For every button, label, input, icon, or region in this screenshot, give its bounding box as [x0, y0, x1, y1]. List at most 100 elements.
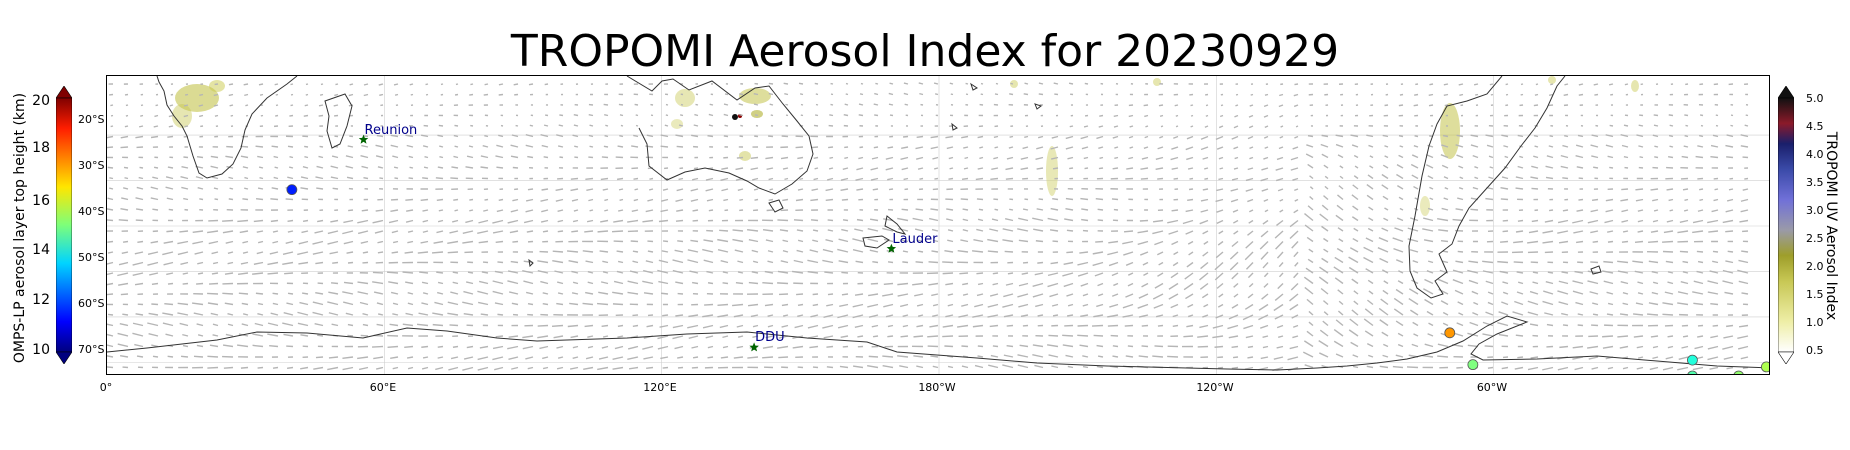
- wind-vector: [1319, 352, 1329, 358]
- wind-vector: [252, 333, 264, 337]
- wind-vector: [494, 366, 504, 371]
- wind-vector: [1383, 343, 1389, 348]
- wind-vector: [1184, 272, 1194, 280]
- wind-vector: [739, 198, 744, 201]
- wind-vector: [824, 271, 834, 274]
- wind-vector: [393, 83, 399, 86]
- wind-vector: [1592, 313, 1599, 316]
- wind-vector: [437, 281, 444, 285]
- wind-vector: [869, 218, 879, 222]
- right-colorbar-title: TROPOMI UV Aerosol Index: [1823, 131, 1839, 321]
- wind-vector: [1578, 83, 1584, 86]
- wind-vector: [1654, 145, 1659, 148]
- wind-vector: [557, 281, 564, 285]
- wind-vector: [616, 250, 624, 253]
- wind-vector: [813, 177, 819, 181]
- wind-vector: [1591, 198, 1599, 202]
- wind-vector: [468, 145, 474, 148]
- wind-vector: [199, 93, 204, 96]
- wind-vector: [645, 260, 654, 264]
- wind-vector: [1606, 291, 1614, 295]
- wind-vector: [1575, 240, 1584, 244]
- wind-vector: [1293, 251, 1299, 258]
- wind-vector: [375, 155, 384, 159]
- wind-vector: [342, 356, 354, 359]
- wind-vector: [1159, 135, 1164, 139]
- wind-vector: [598, 291, 609, 295]
- wind-vector: [1605, 134, 1614, 138]
- wind-vector: [1489, 166, 1494, 169]
- wind-vector: [1412, 321, 1419, 327]
- wind-vector: [708, 124, 714, 127]
- wind-vector: [134, 282, 144, 286]
- wind-vector: [198, 104, 204, 107]
- wind-vector: [346, 251, 354, 254]
- wind-vector: [1707, 219, 1719, 224]
- wind-vector: [1154, 240, 1164, 246]
- wind-vector: [1038, 93, 1044, 96]
- wind-vector: [604, 135, 609, 138]
- wind-vector: [511, 366, 519, 370]
- wind-vector: [867, 303, 879, 308]
- wind-vector: [1384, 145, 1389, 148]
- map-canvas[interactable]: [107, 76, 1770, 375]
- wind-vector: [290, 83, 294, 86]
- wind-vector: [796, 293, 804, 296]
- omps-points[interactable]: [286, 184, 1770, 375]
- wind-vector: [435, 366, 444, 371]
- wind-vector: [573, 209, 579, 212]
- wind-vector: [152, 355, 159, 358]
- wind-vector: [693, 167, 699, 170]
- wind-vector: [604, 209, 609, 212]
- wind-vector: [944, 250, 954, 253]
- wind-vector: [1051, 156, 1059, 160]
- wind-vector: [1455, 208, 1464, 211]
- wind-vector: [327, 366, 339, 371]
- wind-vector: [1458, 165, 1464, 169]
- wind-vector: [1710, 144, 1719, 148]
- wind-vector: [874, 92, 879, 96]
- wind-vector: [454, 209, 459, 212]
- wind-vector: [342, 230, 354, 235]
- wind-vector: [1677, 291, 1689, 295]
- wind-vector: [1394, 227, 1404, 232]
- wind-vector: [1289, 345, 1299, 350]
- wind-vector: [1442, 250, 1449, 253]
- wind-vector: [1077, 334, 1089, 337]
- wind-vector: [1605, 198, 1614, 202]
- wind-vector: [1617, 260, 1629, 264]
- wind-vector: [495, 240, 504, 244]
- wind-vector: [287, 230, 294, 233]
- wind-vector: [976, 293, 984, 297]
- wind-vector: [1482, 270, 1494, 274]
- wind-vector: [1427, 144, 1434, 148]
- wind-vector: [873, 103, 879, 106]
- wind-vector: [582, 302, 594, 306]
- wind-vector: [1127, 272, 1134, 276]
- wind-vector: [1200, 135, 1209, 140]
- wind-vector: [222, 219, 234, 222]
- wind-vector: [793, 259, 804, 264]
- wind-vector: [1307, 258, 1314, 264]
- wind-vector: [904, 103, 909, 106]
- station-markers[interactable]: [358, 134, 897, 352]
- wind-vector: [318, 155, 324, 159]
- wind-vector: [377, 166, 384, 169]
- wind-vector: [1411, 174, 1419, 180]
- wind-vector: [259, 93, 264, 96]
- wind-vector: [347, 323, 354, 327]
- wind-vector: [1684, 198, 1689, 201]
- station-marker-ddu: [749, 342, 759, 352]
- wind-vector: [553, 335, 564, 339]
- wind-vector: [447, 301, 459, 306]
- wind-vector: [1457, 250, 1464, 253]
- map-panel[interactable]: [106, 75, 1770, 375]
- wind-vector: [1517, 134, 1524, 138]
- wind-vector: [1276, 345, 1284, 349]
- wind-vector: [107, 135, 114, 139]
- wind-vector: [286, 302, 294, 306]
- wind-vector: [1278, 272, 1284, 278]
- wind-vector: [542, 356, 549, 360]
- wind-vector: [1454, 289, 1464, 295]
- wind-vector: [960, 198, 969, 201]
